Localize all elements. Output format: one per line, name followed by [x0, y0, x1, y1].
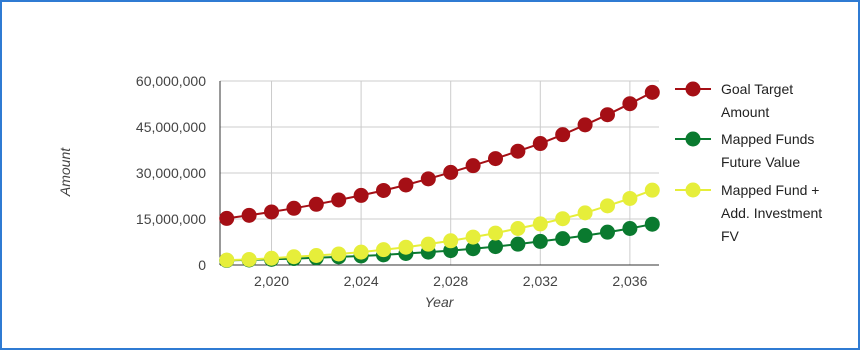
data-point — [599, 107, 615, 123]
data-point — [644, 182, 660, 198]
x-tick-label: 2,036 — [612, 273, 647, 289]
data-point — [286, 200, 302, 216]
legend-label-line: Mapped Fund + — [721, 182, 819, 198]
data-point — [555, 127, 571, 143]
data-point — [622, 96, 638, 112]
y-tick-label: 60,000,000 — [136, 73, 206, 89]
data-point — [577, 228, 593, 244]
data-point — [465, 241, 481, 257]
legend-label-line: Goal Target — [721, 81, 793, 97]
data-point — [532, 233, 548, 249]
data-point — [487, 239, 503, 255]
legend-swatch-marker — [685, 131, 701, 147]
y-tick-label: 45,000,000 — [136, 119, 206, 135]
data-point — [353, 187, 369, 203]
data-point — [599, 224, 615, 240]
legend-label-line: Future Value — [721, 154, 800, 170]
y-tick-label: 15,000,000 — [136, 211, 206, 227]
data-point — [376, 182, 392, 198]
data-point — [241, 207, 257, 223]
data-point — [532, 136, 548, 152]
data-point — [353, 244, 369, 260]
data-point — [555, 231, 571, 247]
data-point — [241, 251, 257, 267]
y-axis-title: Amount — [57, 147, 73, 197]
data-point — [510, 221, 526, 237]
data-point — [644, 216, 660, 232]
data-point — [599, 198, 615, 214]
data-point — [286, 249, 302, 265]
legend-label: Mapped Fund + Add. Investment FV — [721, 182, 822, 244]
gridlines — [220, 80, 659, 265]
series-line-1 — [226, 91, 653, 220]
data-point — [465, 229, 481, 245]
data-point — [264, 204, 280, 220]
data-point — [622, 190, 638, 206]
series-line-3 — [226, 189, 653, 262]
legend-label-line: FV — [721, 228, 740, 244]
data-point — [376, 242, 392, 258]
data-point — [420, 236, 436, 252]
legend: Goal Target Amount Mapped Funds Future Valu… — [675, 81, 822, 244]
data-point — [219, 252, 235, 268]
data-point — [443, 164, 459, 180]
data-point — [577, 117, 593, 133]
y-tick-label: 0 — [198, 257, 206, 273]
legend-label: Mapped Funds Future Value — [721, 131, 814, 170]
legend-label-line: Add. Investment — [721, 205, 822, 221]
data-point — [420, 171, 436, 187]
legend-label: Goal Target Amount — [721, 81, 793, 120]
data-point — [555, 211, 571, 227]
data-point — [465, 158, 481, 174]
data-point — [308, 196, 324, 212]
data-point — [398, 177, 414, 193]
x-tick-label: 2,020 — [254, 273, 289, 289]
data-point — [308, 247, 324, 263]
legend-swatch-marker — [685, 81, 701, 97]
data-point — [331, 246, 347, 262]
data-point — [577, 205, 593, 221]
data-point — [644, 84, 660, 100]
y-tick-label: 30,000,000 — [136, 165, 206, 181]
data-point — [622, 221, 638, 237]
data-point — [264, 250, 280, 266]
legend-swatch-marker — [685, 182, 701, 198]
data-point — [443, 233, 459, 249]
x-axis-title: Year — [425, 294, 455, 310]
data-point — [510, 236, 526, 252]
legend-label-line: Amount — [721, 104, 769, 120]
data-point — [487, 225, 503, 241]
data-point — [331, 192, 347, 208]
axes: 0 15,000,000 30,000,000 45,000,000 60,000,00… — [136, 73, 659, 289]
legend-label-line: Mapped Funds — [721, 131, 814, 147]
data-point — [219, 210, 235, 226]
data-point — [398, 239, 414, 255]
x-tick-label: 2,024 — [344, 273, 379, 289]
data-point — [510, 143, 526, 159]
x-tick-label: 2,028 — [433, 273, 468, 289]
data-point — [532, 216, 548, 232]
data-point — [487, 151, 503, 167]
x-tick-label: 2,032 — [523, 273, 558, 289]
series-lines — [219, 84, 660, 268]
